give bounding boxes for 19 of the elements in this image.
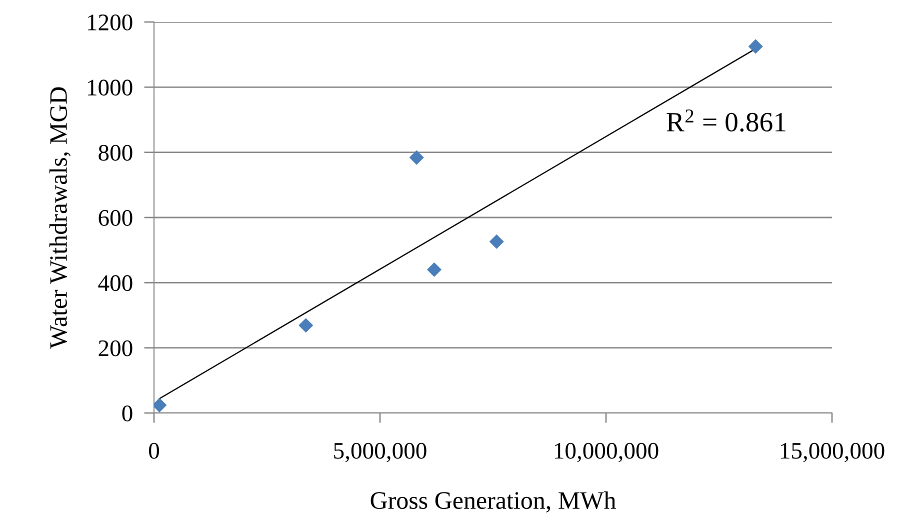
point [409, 150, 424, 165]
y-tick-label: 600 [98, 210, 132, 226]
y-axis-title: Water Withdrawals, MGD [49, 87, 71, 349]
point [298, 318, 314, 333]
annotation: R$^{2}$ = 0.861 [666, 109, 786, 132]
y-tick-label: 200 [98, 340, 132, 356]
y-tick-label: 0 [122, 405, 132, 422]
point [748, 39, 763, 54]
point [426, 262, 442, 277]
x-axis-title: Gross Generation, MWh [370, 491, 616, 513]
y-tick-label: 1200 [88, 14, 132, 30]
y-tick-label: 800 [98, 144, 132, 161]
x-tick-label: 15,000,000 [780, 442, 884, 462]
x-tick-label: 10,000,000 [554, 442, 658, 462]
x-tick-label: 0 [148, 442, 160, 459]
y-tick-label: 400 [98, 275, 132, 292]
point [489, 234, 504, 249]
x-tick-label: 5,000,000 [334, 442, 426, 462]
y-tick-label: 1000 [88, 80, 132, 96]
